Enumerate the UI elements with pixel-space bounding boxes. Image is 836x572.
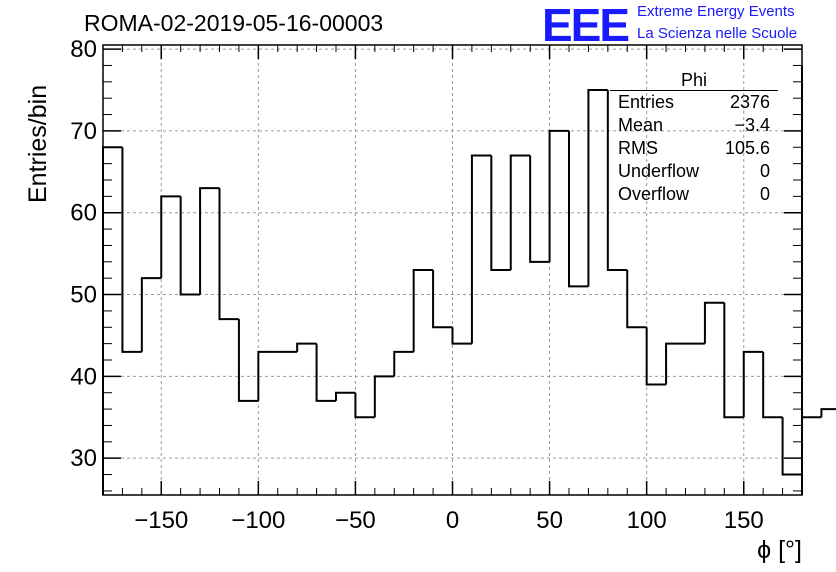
stats-value: 2376: [729, 92, 770, 112]
histogram-bin: [762, 351, 783, 419]
y-tick-label: 70: [70, 118, 97, 145]
x-tick-label: 50: [536, 507, 563, 534]
stats-value: 0: [759, 184, 770, 204]
histogram-bin: [296, 342, 317, 352]
histogram-bin: [432, 270, 453, 329]
histogram-bin: [587, 89, 608, 287]
histogram-bin: [703, 301, 725, 344]
histogram-bin: [160, 195, 181, 279]
histogram-bin: [645, 327, 667, 386]
stats-label: Entries: [618, 92, 675, 112]
histogram-bin: [412, 269, 434, 352]
histogram-bin: [373, 375, 395, 418]
eee-logo: EEE: [542, 0, 630, 51]
histogram-bin: [820, 408, 836, 418]
histogram-bin: [568, 130, 589, 288]
stats-label: Underflow: [618, 161, 700, 181]
histogram-bin: [665, 342, 686, 385]
stats-row: Mean −3.4: [610, 114, 778, 137]
x-tick-label: −150: [134, 507, 188, 534]
x-tick-label: 150: [724, 507, 764, 534]
histogram-bin: [548, 129, 569, 262]
stats-label: Overflow: [618, 184, 690, 204]
histogram-bin: [199, 187, 220, 295]
histogram-bin: [801, 416, 822, 475]
histogram-bin: [393, 350, 414, 377]
histogram-bin: [470, 154, 492, 344]
y-tick-label: 60: [70, 200, 97, 227]
histogram-bin: [237, 319, 259, 402]
histogram-bin: [140, 277, 162, 352]
stats-title: Phi: [610, 70, 778, 91]
brand-line-2: La Scienza nelle Scuole: [637, 25, 798, 42]
x-axis-label: ϕ [°]: [757, 536, 802, 564]
histogram-bin: [315, 343, 336, 402]
histogram-bin: [354, 392, 375, 419]
histogram-bin: [335, 391, 356, 401]
histogram-bin: [742, 350, 764, 418]
stats-box: Phi Entries 2376 Mean −3.4 RMS 105.6 Und…: [610, 70, 778, 206]
y-tick-label: 40: [70, 363, 97, 390]
stats-label: Mean: [618, 115, 664, 135]
stats-row: Overflow 0: [610, 183, 778, 206]
histogram-bin: [257, 350, 278, 401]
histogram-bin: [509, 154, 531, 270]
histogram-bin: [626, 270, 647, 329]
histogram-bin: [121, 147, 142, 353]
histogram-bin: [218, 188, 239, 321]
stats-row: Entries 2376: [610, 91, 778, 114]
stats-value: −3.4: [734, 115, 770, 135]
stats-value: 0: [759, 161, 770, 181]
histogram-bin: [102, 146, 123, 495]
histogram-bin: [490, 155, 511, 271]
y-axis-label: Entries/bin: [24, 84, 52, 203]
x-tick-label: 0: [446, 507, 459, 534]
histogram-bin: [723, 302, 744, 419]
histogram-bin: [529, 155, 550, 263]
x-tick-label: −50: [335, 507, 376, 534]
tick-labels: −150 −100 −50 0 50 100 150 30 40 50 60 70 80: [70, 36, 763, 534]
histogram-bin: [606, 90, 628, 271]
histogram-bin: [451, 327, 472, 345]
stats-row: Underflow 0: [610, 160, 778, 183]
x-tick-label: 100: [627, 507, 667, 534]
chart-title: ROMA-02-2019-05-16-00003: [84, 10, 384, 36]
stats-value: 105.6: [724, 138, 770, 158]
y-tick-label: 50: [70, 282, 97, 309]
histogram-bin: [179, 196, 201, 296]
x-tick-label: −100: [231, 507, 285, 534]
stats-label: RMS: [618, 138, 658, 158]
brand-line-1: Extreme Energy Events: [637, 3, 795, 20]
tick-marks: [102, 45, 803, 495]
stats-row: RMS 105.6: [610, 137, 778, 160]
y-tick-label: 80: [70, 36, 97, 63]
y-tick-label: 30: [70, 445, 97, 472]
